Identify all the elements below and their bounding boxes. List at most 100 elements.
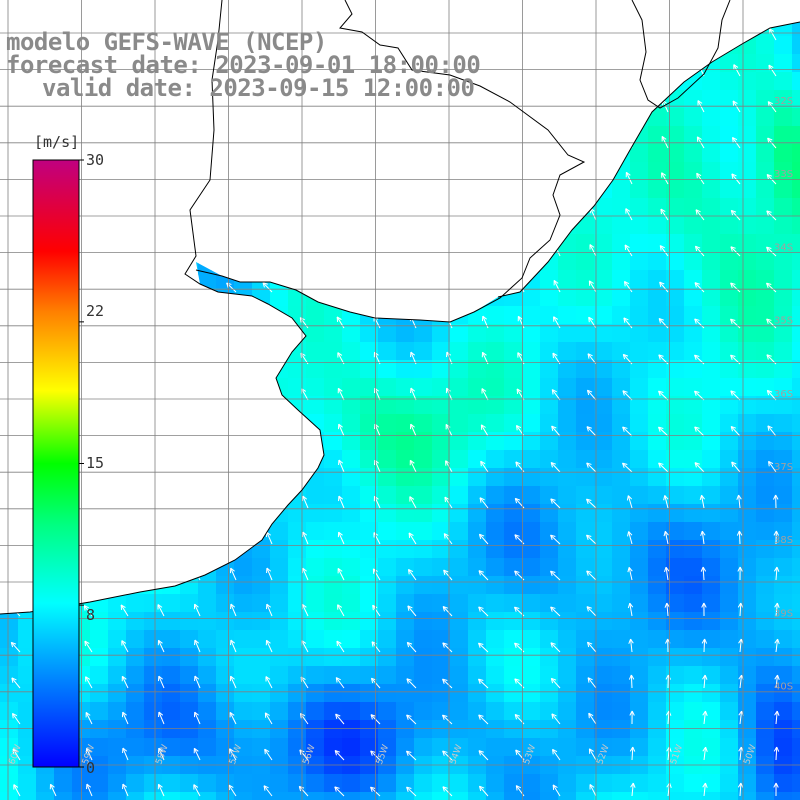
wind-speed-cell [558,306,577,325]
wind-arrow [444,496,453,509]
wind-speed-cell [756,594,775,613]
wind-speed-cell [396,162,415,181]
wind-arrow [588,748,597,761]
wind-speed-cell [576,522,595,541]
wind-arrow [229,675,237,689]
wind-speed-cell [720,342,739,361]
wind-speed-cell [468,504,487,523]
wind-arrow [553,64,561,77]
wind-speed-cell [504,612,523,631]
wind-speed-cell [738,486,757,505]
valid-date: valid date: 2023-09-15 12:00:00 [42,74,475,102]
wind-arrow [83,569,93,581]
wind-arrow [264,712,273,725]
wind-arrow [372,604,381,617]
wind-speed-cell [522,342,541,361]
wind-speed-cell [162,720,181,739]
wind-speed-cell [684,144,703,163]
wind-arrow [334,786,345,797]
wind-speed-cell [414,198,433,217]
wind-speed-cell [702,468,721,487]
wind-speed-cell [774,324,793,343]
wind-speed-cell [702,522,721,541]
wind-speed-cell [0,612,19,631]
wind-speed-cell [720,306,739,325]
wind-speed-cell [252,252,271,271]
wind-speed-cell [108,270,127,289]
wind-speed-cell [306,468,325,487]
wind-speed-cell [306,180,325,199]
wind-arrow [118,318,129,329]
wind-speed-cell [594,630,613,649]
wind-speed-cell [504,702,523,721]
wind-speed-cell [738,342,757,361]
wind-speed-cell [720,738,739,757]
wind-speed-cell [162,234,181,253]
wind-speed-cell [792,540,800,559]
wind-speed-cell [558,414,577,433]
wind-speed-cell [342,234,361,253]
wind-speed-cell [360,792,379,800]
wind-speed-cell [648,414,667,433]
wind-speed-cell [432,450,451,469]
wind-arrow [478,533,489,545]
wind-speed-cell [702,252,721,271]
wind-arrow [588,316,597,329]
wind-speed-cell [198,576,217,595]
wind-speed-cell [126,738,145,757]
wind-speed-cell [162,432,181,451]
wind-speed-cell [198,468,217,487]
wind-speed-cell [792,432,800,451]
wind-speed-cell [144,270,163,289]
wind-arrow [155,173,165,185]
wind-speed-cell [36,108,55,127]
wind-speed-cell [720,414,739,433]
wind-speed-cell [450,216,469,235]
wind-speed-cell [324,684,343,703]
wind-speed-cell [648,378,667,397]
wind-speed-cell [342,360,361,379]
wind-speed-cell [702,306,721,325]
wind-speed-cell [576,738,595,757]
wind-speed-cell [756,162,775,181]
wind-speed-cell [558,720,577,739]
wind-speed-cell [774,432,793,451]
wind-speed-cell [756,576,775,595]
wind-speed-cell [18,720,37,739]
wind-speed-cell [126,252,145,271]
wind-arrow [482,279,489,293]
wind-speed-cell [180,180,199,199]
wind-speed-cell [324,522,343,541]
wind-speed-cell [306,720,325,739]
wind-speed-cell [684,684,703,703]
wind-speed-cell [684,432,703,451]
wind-arrow [226,210,237,221]
wind-speed-cell [666,126,685,145]
wind-speed-cell [180,288,199,307]
wind-speed-cell [306,324,325,343]
wind-speed-cell [396,630,415,649]
wind-speed-cell [666,630,685,649]
wind-speed-cell [18,684,37,703]
wind-speed-cell [540,414,559,433]
wind-speed-cell [234,576,253,595]
wind-speed-cell [414,216,433,235]
wind-speed-cell [144,198,163,217]
wind-speed-cell [648,594,667,613]
wind-speed-cell [144,252,163,271]
wind-speed-cell [324,630,343,649]
wind-arrow [481,172,489,185]
wind-speed-cell [216,234,235,253]
wind-speed-cell [414,792,433,800]
wind-arrow [663,530,669,545]
wind-speed-cell [306,648,325,667]
wind-speed-cell [738,216,757,235]
wind-speed-cell [522,648,541,667]
wind-speed-cell [666,720,685,739]
wind-speed-cell [648,324,667,343]
wind-speed-cell [540,522,559,541]
wind-speed-cell [378,630,397,649]
wind-arrow [480,460,489,473]
wind-speed-cell [450,432,469,451]
wind-speed-cell [738,576,757,595]
